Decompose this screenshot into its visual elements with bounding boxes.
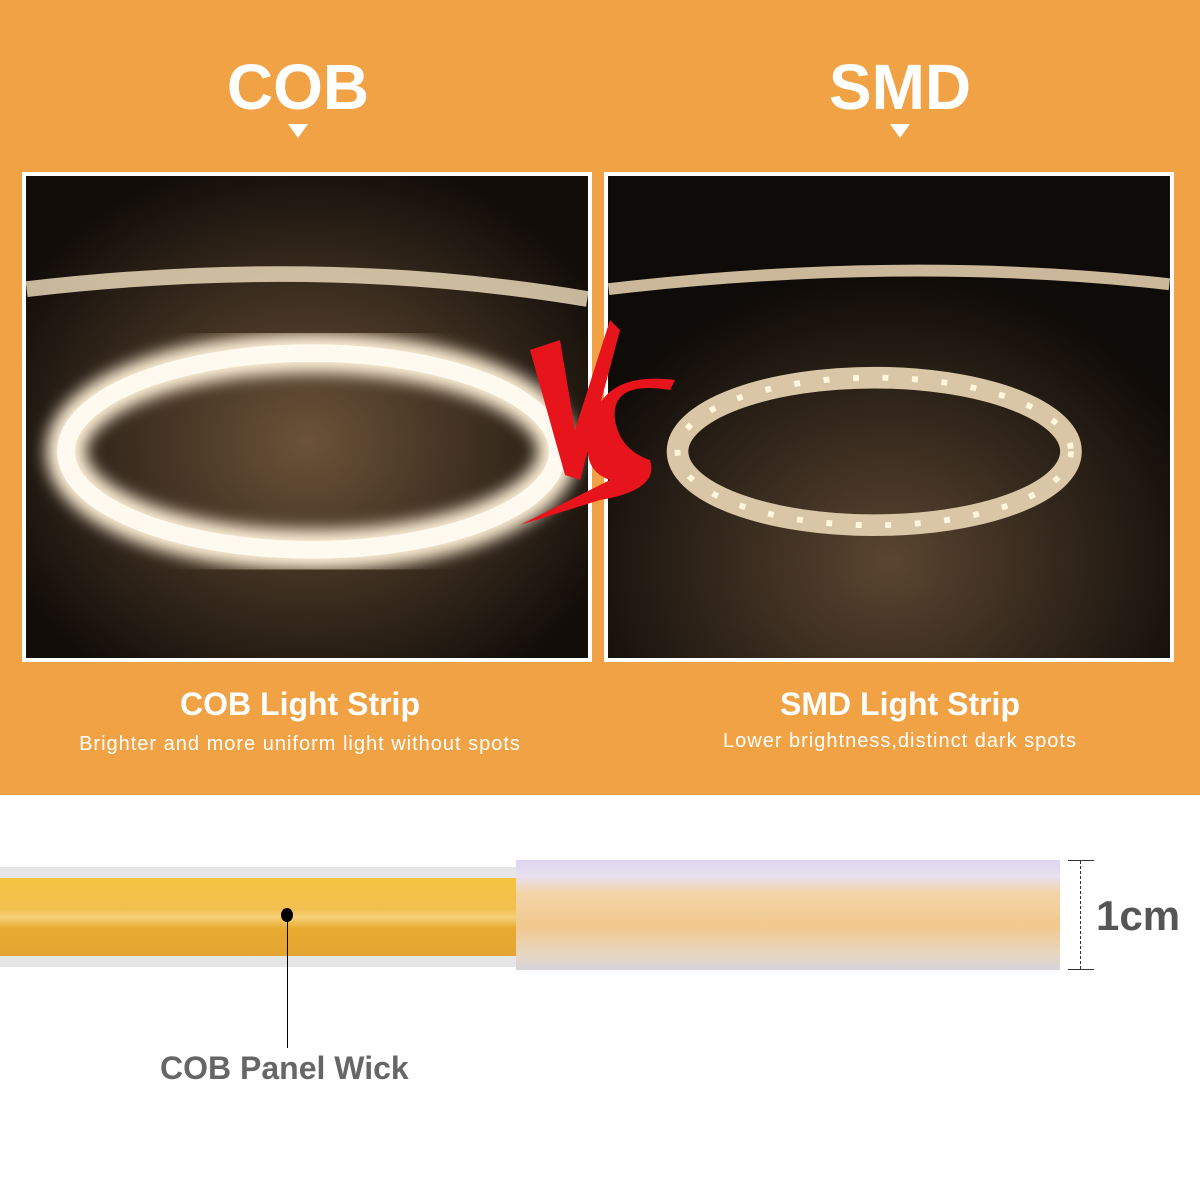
cob-subtitle: Brighter and more uniform light without … <box>79 733 521 755</box>
cob-panel-wick-label: COB Panel Wick <box>160 1050 409 1086</box>
dimension-label: 1cm <box>1096 892 1181 939</box>
dimension-marker <box>1068 860 1094 970</box>
cob-title: COB Light Strip <box>180 686 420 722</box>
smd-heading: SMD <box>828 51 972 123</box>
smd-subtitle: Lower brightness,distinct dark spots <box>723 730 1077 752</box>
vs-icon <box>520 320 675 525</box>
cob-strip-photo <box>22 172 592 662</box>
callout-line <box>287 916 288 1048</box>
silicone-sleeve <box>516 860 1060 970</box>
smd-title: SMD Light Strip <box>780 686 1020 722</box>
cob-heading: COB <box>226 51 370 123</box>
smd-arrow-icon <box>890 124 910 138</box>
cob-arrow-icon <box>288 124 308 138</box>
smd-strip-photo <box>604 172 1174 662</box>
cob-panel-wick <box>0 878 520 956</box>
callout-dot-icon <box>281 908 293 922</box>
